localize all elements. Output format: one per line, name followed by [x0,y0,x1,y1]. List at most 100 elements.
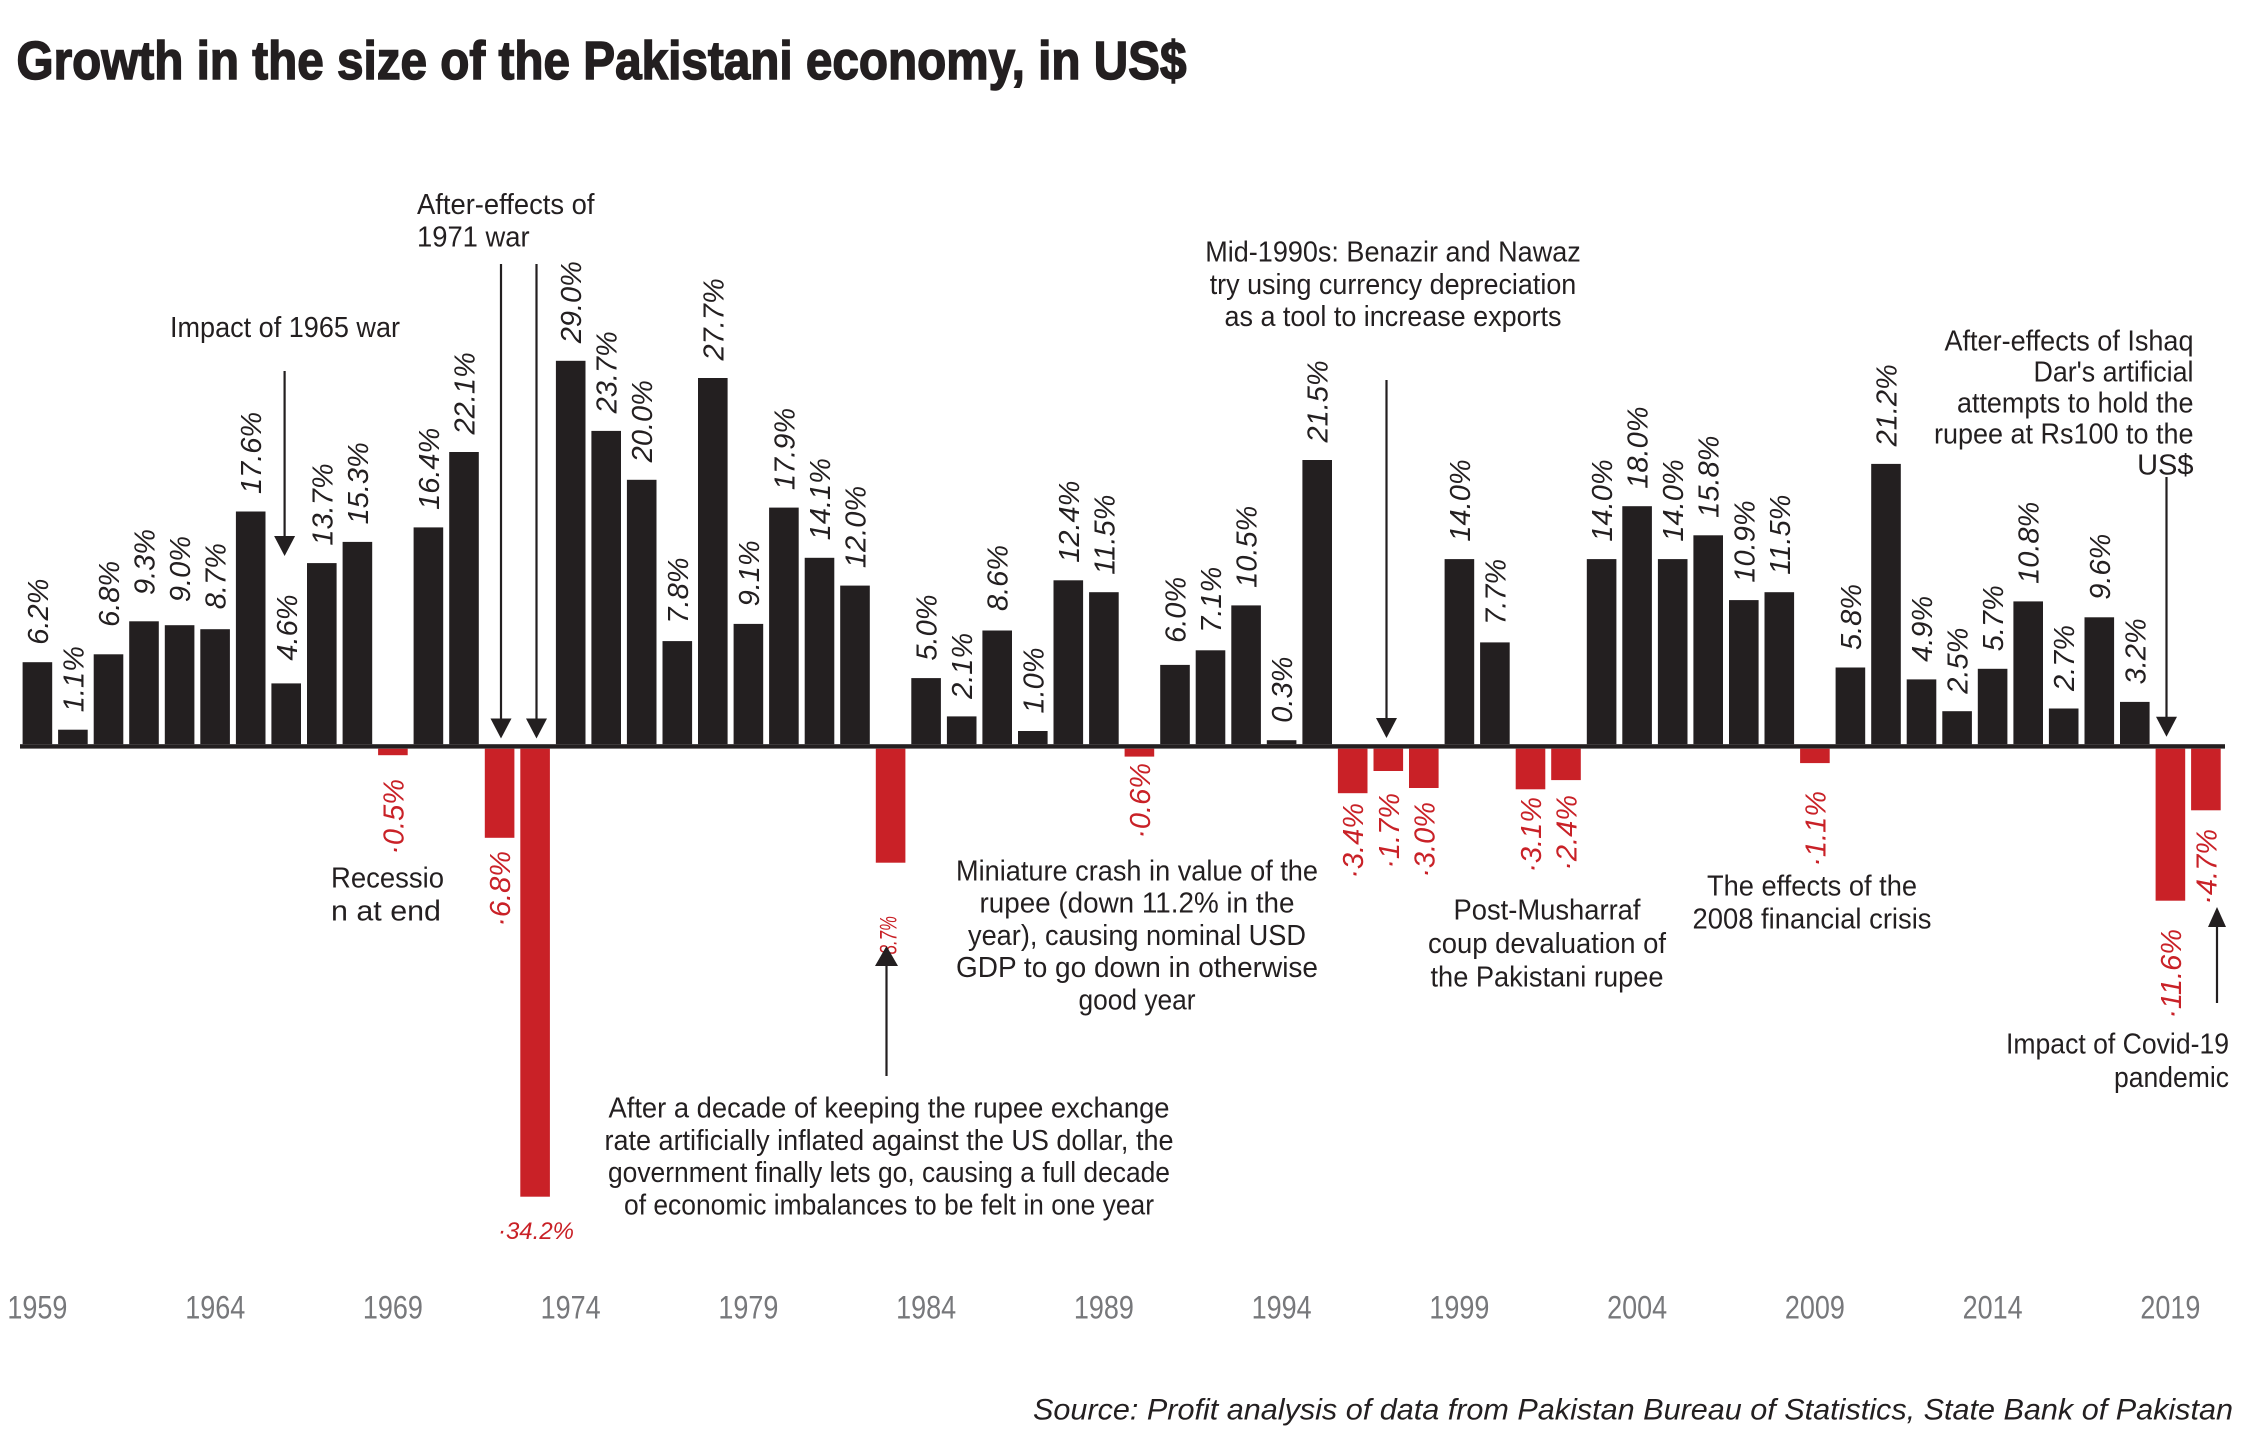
svg-text:coup devaluation of: coup devaluation of [1428,928,1667,960]
svg-text:rupee (down 11.2% in the: rupee (down 11.2% in the [980,888,1295,920]
svg-text:·4.7%: ·4.7% [2191,829,2223,905]
svg-text:9.0%: 9.0% [165,536,197,602]
svg-text:9.3%: 9.3% [130,529,162,595]
svg-text:7.8%: 7.8% [663,557,695,623]
svg-text:10.8%: 10.8% [2014,502,2046,584]
svg-text:2019: 2019 [2140,1290,2200,1326]
svg-text:2014: 2014 [1963,1290,2023,1326]
svg-text:2.5%: 2.5% [1943,628,1975,695]
svg-text:·6.8%: ·6.8% [485,851,517,927]
svg-text:·1.1%: ·1.1% [1800,791,1832,867]
svg-text:1999: 1999 [1429,1290,1489,1326]
svg-text:11.5%: 11.5% [1765,495,1797,575]
svg-text:pandemic: pandemic [2114,1062,2229,1094]
svg-text:17.9%: 17.9% [769,408,801,490]
svg-text:14.0%: 14.0% [1445,459,1477,541]
svg-text:11.5%: 11.5% [1089,495,1121,575]
svg-text:4.6%: 4.6% [272,595,304,661]
svg-text:·2.4%: ·2.4% [1552,795,1584,871]
svg-text:·34.2%: ·34.2% [498,1218,574,1245]
svg-text:Impact of 1965 war: Impact of 1965 war [170,312,400,344]
svg-text:Dar's artificial: Dar's artificial [2034,357,2194,389]
svg-text:13.7%: 13.7% [307,463,339,545]
svg-text:23.7%: 23.7% [592,331,624,414]
svg-text:of economic imbalances to be f: of economic imbalances to be felt in one… [624,1189,1154,1221]
svg-text:Impact of Covid-19: Impact of Covid-19 [2006,1029,2229,1061]
svg-text:attempts to hold the: attempts to hold the [1957,388,2194,420]
svg-text:rate artificially inflated aga: rate artificially inflated against the U… [605,1125,1174,1157]
svg-text:1984: 1984 [896,1290,956,1326]
svg-text:2.1%: 2.1% [947,633,979,700]
svg-text:1.0%: 1.0% [1018,647,1050,713]
svg-text:6.2%: 6.2% [23,579,55,645]
svg-text:1979: 1979 [718,1290,778,1326]
svg-text:10.9%: 10.9% [1729,500,1761,582]
svg-text:0.3%: 0.3% [1267,657,1299,723]
svg-text:12.4%: 12.4% [1054,481,1086,563]
svg-text:5.8%: 5.8% [1836,584,1868,650]
svg-text:Source: Profit analysis of dat: Source: Profit analysis of data from Pak… [1033,1394,2233,1427]
svg-text:After-effects of Ishaq: After-effects of Ishaq [1945,326,2194,358]
svg-text:2008 financial crisis: 2008 financial crisis [1693,904,1932,936]
svg-text:21.5%: 21.5% [1303,360,1335,443]
svg-text:try using currency depreciatio: try using currency depreciation [1210,269,1577,301]
svg-text:n at end: n at end [331,896,441,928]
svg-text:9.1%: 9.1% [734,540,766,606]
svg-text:1969: 1969 [363,1290,423,1326]
svg-text:27.7%: 27.7% [698,278,730,361]
svg-text:rupee at Rs100 to the: rupee at Rs100 to the [1934,419,2194,451]
svg-text:6.0%: 6.0% [1161,577,1193,643]
svg-text:15.3%: 15.3% [343,442,375,524]
svg-text:After-effects of: After-effects of [417,189,595,221]
svg-text:17.6%: 17.6% [236,412,268,494]
svg-text:The effects of the: The effects of the [1707,871,1917,903]
svg-text:After a decade of keeping the: After a decade of keeping the rupee exch… [609,1093,1170,1125]
svg-text:5.0%: 5.0% [912,594,944,660]
svg-text:15.8%: 15.8% [1694,436,1726,518]
svg-text:as a tool to increase exports: as a tool to increase exports [1225,301,1562,333]
svg-text:Recessio: Recessio [331,863,444,895]
svg-text:20.0%: 20.0% [627,380,659,463]
svg-text:16.4%: 16.4% [414,428,446,510]
svg-text:29.0%: 29.0% [556,261,588,344]
svg-text:1971 war: 1971 war [417,221,530,253]
svg-text:·3.4%: ·3.4% [1338,803,1370,879]
svg-text:5.7%: 5.7% [1978,585,2010,651]
svg-text:1974: 1974 [541,1290,601,1326]
svg-text:7.1%: 7.1% [1196,567,1228,633]
svg-text:12.0%: 12.0% [841,486,873,568]
svg-text:6.8%: 6.8% [94,561,126,627]
svg-text:7.7%: 7.7% [1480,559,1512,625]
svg-text:21.2%: 21.2% [1872,364,1904,447]
svg-text:18.0%: 18.0% [1623,406,1655,488]
svg-text:·1.7%: ·1.7% [1374,793,1406,869]
svg-text:the Pakistani rupee: the Pakistani rupee [1431,961,1664,993]
svg-text:·3.0%: ·3.0% [1409,802,1441,878]
svg-text:1989: 1989 [1074,1290,1134,1326]
svg-text:year), causing nominal USD: year), causing nominal USD [968,920,1306,952]
svg-text:good year: good year [1079,984,1196,1016]
svg-text:1.1%: 1.1% [59,646,91,712]
svg-text:1964: 1964 [185,1290,245,1326]
svg-text:10.5%: 10.5% [1232,506,1264,588]
svg-text:·3.1%: ·3.1% [1516,797,1548,873]
svg-text:22.1%: 22.1% [450,352,482,435]
svg-text:Mid-1990s: Benazir and Nawaz: Mid-1990s: Benazir and Nawaz [1205,237,1581,269]
svg-text:2.7%: 2.7% [2049,625,2081,692]
svg-text:14.1%: 14.1% [805,458,837,540]
svg-text:government finally lets go, ca: government finally lets go, causing a fu… [608,1157,1170,1189]
svg-text:8.7%: 8.7% [201,543,233,609]
svg-text:US$: US$ [2137,450,2193,482]
svg-text:GDP to go down in otherwise: GDP to go down in otherwise [956,952,1318,984]
svg-text:·0.6%: ·0.6% [1125,763,1157,839]
svg-text:2009: 2009 [1785,1290,1845,1326]
svg-text:Growth in the size of the Paki: Growth in the size of the Pakistani econ… [17,31,1187,91]
svg-text:3.2%: 3.2% [2120,618,2152,684]
svg-text:Miniature crash in value of th: Miniature crash in value of the [956,856,1318,888]
svg-text:·0.5%: ·0.5% [378,779,410,855]
svg-text:14.0%: 14.0% [1587,459,1619,541]
svg-text:2004: 2004 [1607,1290,1667,1326]
svg-text:1994: 1994 [1252,1290,1312,1326]
svg-text:14.0%: 14.0% [1658,459,1690,541]
svg-text:Post-Musharraf: Post-Musharraf [1454,895,1642,927]
